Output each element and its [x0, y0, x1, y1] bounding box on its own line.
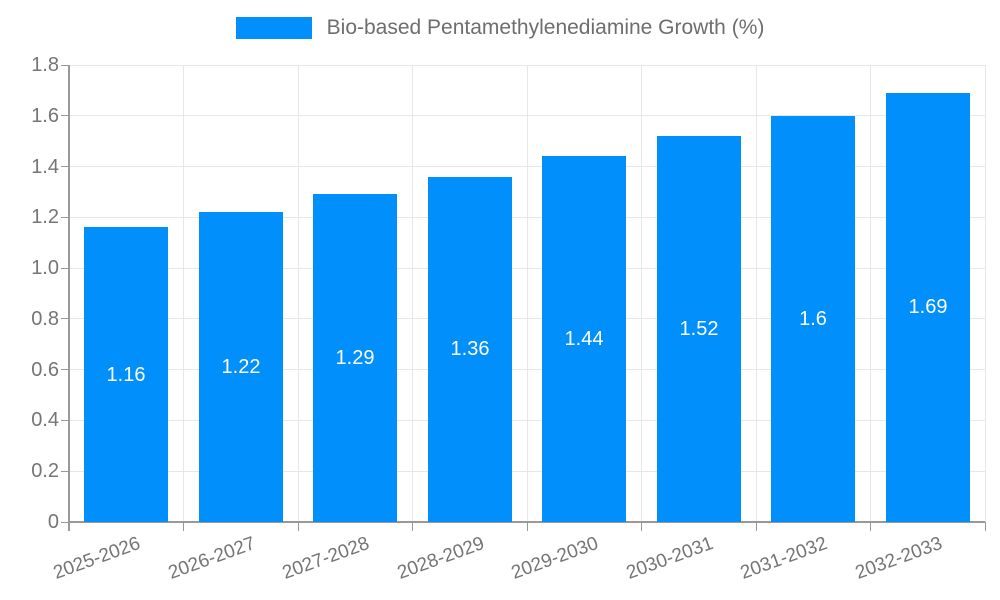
y-axis-tick-label: 0.8 [31, 307, 59, 330]
x-gridline [526, 65, 528, 522]
x-axis-line [69, 521, 985, 523]
bar-value-label: 1.6 [799, 307, 827, 330]
y-tick-mark [61, 470, 69, 472]
y-axis-tick-label: 1.0 [31, 257, 59, 280]
y-tick-mark [61, 216, 69, 218]
bar-value-label: 1.52 [679, 318, 719, 341]
x-gridline [870, 65, 871, 522]
y-axis-tick-label: 1.6 [31, 104, 59, 127]
y-tick-mark [61, 318, 69, 320]
legend-item[interactable]: Bio-based Pentamethylenediamine Growth (… [235, 16, 765, 40]
x-gridline [183, 65, 184, 522]
x-gridline [412, 65, 413, 522]
y-tick-mark [61, 267, 69, 269]
bar-value-label: 1.22 [221, 356, 261, 379]
x-gridline [297, 65, 299, 522]
y-tick-mark [61, 369, 69, 371]
x-tick-mark [870, 522, 871, 531]
bar-2027-2028[interactable]: 1.29 [313, 194, 397, 522]
x-tick-mark [526, 522, 528, 531]
legend: Bio-based Pentamethylenediamine Growth (… [0, 16, 1000, 40]
bar-value-label: 1.16 [106, 363, 146, 386]
x-tick-mark [984, 522, 986, 531]
bar-value-label: 1.69 [908, 296, 948, 319]
y-tick-mark [61, 115, 69, 117]
x-gridline [641, 65, 642, 522]
bar-2028-2029[interactable]: 1.36 [428, 176, 512, 522]
bar-2030-2031[interactable]: 1.52 [657, 136, 741, 522]
x-tick-mark [641, 522, 642, 531]
x-tick-mark [412, 522, 413, 531]
bar-2026-2027[interactable]: 1.22 [199, 212, 283, 522]
y-axis-line [68, 65, 70, 531]
y-axis-tick-label: 0.2 [31, 460, 59, 483]
x-tick-mark [297, 522, 299, 531]
legend-swatch [235, 17, 312, 39]
y-axis-tick-label: 1.2 [31, 206, 59, 229]
y-tick-mark [61, 419, 69, 421]
x-tick-mark [183, 522, 184, 531]
bar-value-label: 1.36 [450, 338, 490, 361]
y-axis-tick-label: 1.8 [31, 54, 59, 76]
x-gridline [984, 65, 986, 522]
legend-label: Bio-based Pentamethylenediamine Growth (… [326, 16, 765, 39]
bar-2032-2033[interactable]: 1.69 [886, 92, 970, 522]
y-axis-tick-label: 0 [47, 511, 59, 533]
x-tick-mark [755, 522, 757, 531]
y-axis-tick-label: 0.6 [31, 358, 59, 381]
y-tick-mark [61, 64, 69, 66]
y-axis-tick-label: 0.4 [31, 409, 59, 432]
bar-2031-2032[interactable]: 1.6 [771, 115, 855, 522]
bar-2029-2030[interactable]: 1.44 [542, 156, 626, 522]
bar-2025-2026[interactable]: 1.16 [84, 227, 168, 522]
bar-value-label: 1.29 [335, 347, 375, 370]
y-tick-mark [61, 521, 69, 523]
bar-value-label: 1.44 [564, 328, 604, 351]
y-tick-mark [61, 166, 69, 168]
y-axis-tick-label: 1.4 [31, 155, 59, 178]
x-gridline [755, 65, 757, 522]
